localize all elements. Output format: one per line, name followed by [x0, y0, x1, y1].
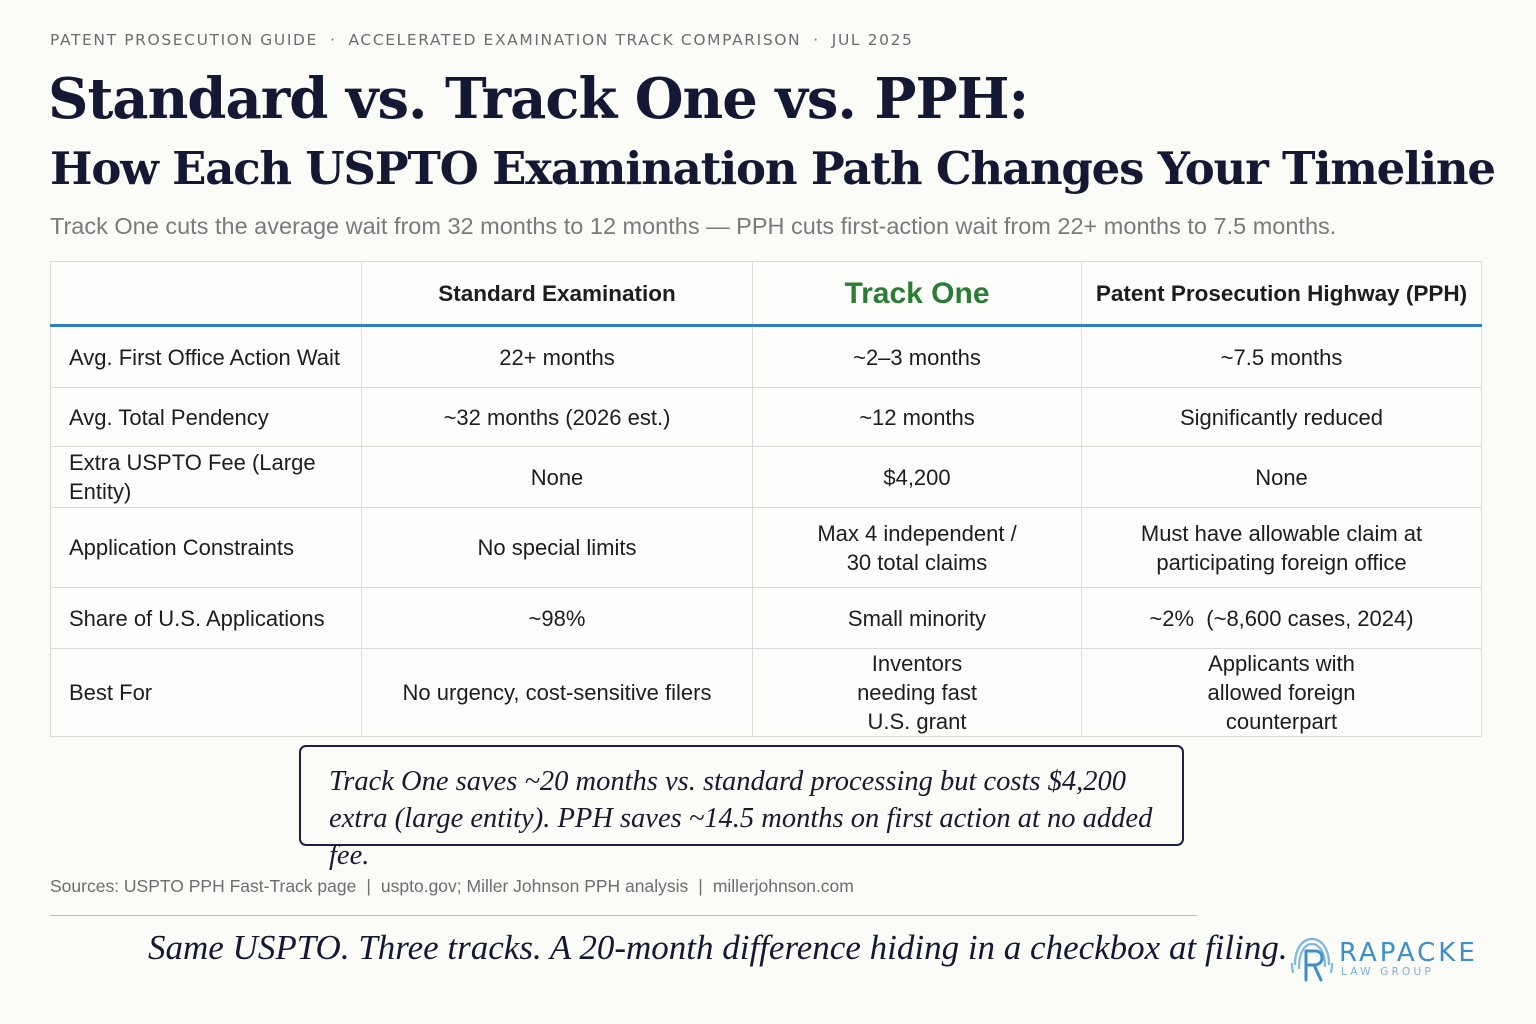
column-header-blank [50, 261, 362, 327]
page-subtitle: Track One cuts the average wait from 32 … [50, 213, 1337, 239]
eyebrow-separator: · [813, 31, 820, 49]
source-separator: | [698, 876, 703, 896]
sources-line: Sources: USPTO PPH Fast-Track page | uspto… [50, 876, 854, 897]
cell-track-one: Inventors needing fast U.S. grant [752, 648, 1082, 737]
column-header-pph: Patent Prosecution Highway (PPH) [1081, 261, 1482, 327]
cell-pph: Must have allowable claim at participati… [1081, 507, 1482, 588]
logo-name: RAPACKE [1339, 938, 1478, 968]
eyebrow-separator: · [329, 31, 337, 49]
eyebrow: PATENT PROSECUTION GUIDE · ACCELERATED EXA… [50, 31, 914, 49]
eyebrow-date: JUL 2025 [831, 31, 914, 49]
table-row: Avg. First Office Action Wait 22+ months… [50, 325, 1482, 388]
source-separator: | [366, 876, 371, 896]
cell-track-one: ~12 months [752, 387, 1082, 447]
cell-standard: ~32 months (2026 est.) [361, 387, 753, 447]
footer-divider [50, 915, 1197, 916]
comparison-table: Standard Examination Track One Patent Pr… [50, 261, 1482, 737]
cell-standard: ~98% [361, 587, 753, 649]
cell-standard: No special limits [361, 507, 753, 588]
eyebrow-topic: ACCELERATED EXAMINATION TRACK COMPARISON [348, 31, 802, 49]
tagline: Same USPTO. Three tracks. A 20-month dif… [148, 928, 1288, 967]
eyebrow-guide: PATENT PROSECUTION GUIDE [50, 31, 318, 49]
cell-standard: None [361, 446, 753, 508]
cell-track-one: Max 4 independent / 30 total claims [752, 507, 1082, 588]
table-row: Avg. Total Pendency ~32 months (2026 est… [50, 387, 1482, 447]
source-1: Sources: USPTO PPH Fast-Track page [50, 876, 357, 896]
table-row: Application Constraints No special limit… [50, 507, 1482, 588]
row-label: Share of U.S. Applications [50, 587, 362, 649]
table-row: Extra USPTO Fee (Large Entity) None $4,2… [50, 446, 1482, 508]
page-title-line2: How Each USPTO Examination Path Changes … [50, 142, 1496, 195]
column-header-standard: Standard Examination [361, 261, 753, 327]
cell-pph: None [1081, 446, 1482, 508]
cell-track-one: ~2–3 months [752, 325, 1082, 388]
row-label: Application Constraints [50, 507, 362, 588]
cell-track-one: $4,200 [752, 446, 1082, 508]
row-label: Best For [50, 648, 362, 737]
cell-pph: Significantly reduced [1081, 387, 1482, 447]
table-row: Share of U.S. Applications ~98% Small mi… [50, 587, 1482, 649]
callout-box: Track One saves ~20 months vs. standard … [299, 745, 1184, 871]
source-3: millerjohnson.com [712, 876, 854, 896]
fingerprint-r-icon [1290, 937, 1334, 982]
cell-pph: ~7.5 months [1081, 325, 1482, 388]
cell-pph: Applicants with allowed foreign counterp… [1081, 648, 1482, 737]
column-header-track-one: Track One [752, 261, 1082, 327]
cell-pph: ~2% (~8,600 cases, 2024) [1081, 587, 1482, 649]
table-header-row: Standard Examination Track One Patent Pr… [50, 261, 1482, 327]
cell-standard: 22+ months [361, 325, 753, 388]
cell-standard: No urgency, cost-sensitive filers [361, 648, 753, 737]
logo-subtitle: LAW GROUP [1341, 966, 1434, 978]
row-label: Avg. Total Pendency [50, 387, 362, 447]
page-title: Standard vs. Track One vs. PPH: [48, 66, 1029, 132]
cell-track-one: Small minority [752, 587, 1082, 649]
row-label: Avg. First Office Action Wait [50, 325, 362, 388]
row-label: Extra USPTO Fee (Large Entity) [50, 446, 362, 508]
source-2: uspto.gov; Miller Johnson PPH analysis [380, 876, 689, 896]
brand-logo: RAPACKE LAW GROUP [1289, 932, 1489, 988]
table-row: Best For No urgency, cost-sensitive file… [50, 648, 1482, 737]
